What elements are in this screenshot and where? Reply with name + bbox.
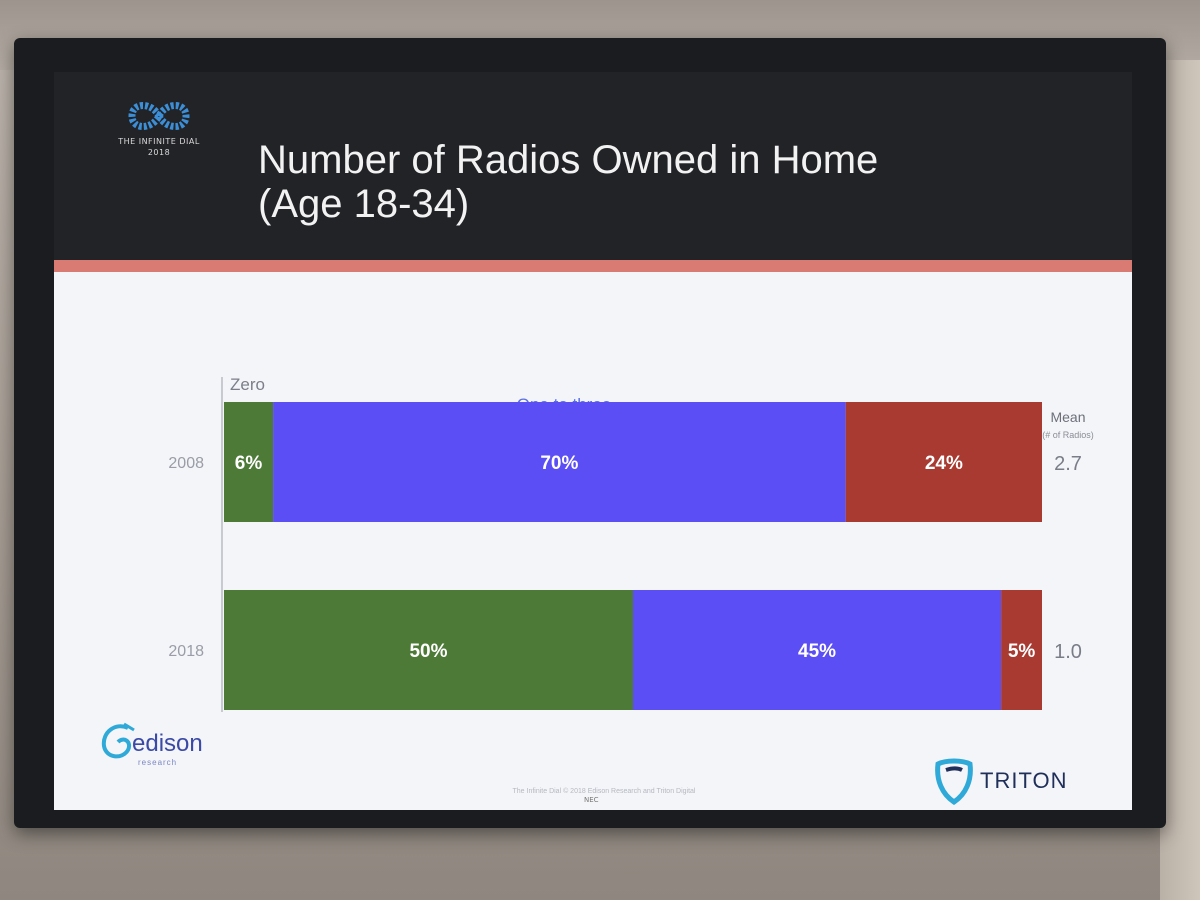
mean-value-2008: 2.7 <box>1054 453 1082 475</box>
bar-2008-2 <box>845 402 1042 522</box>
edison-wordmark: edison <box>132 730 203 757</box>
bar-2018-2 <box>1001 590 1042 710</box>
slide-body: ZeroOne to threeFour or moreMean(# of Ra… <box>54 272 1132 810</box>
bar-2018-0 <box>224 590 633 710</box>
logo-text-line1: THE INFINITE DIAL <box>118 137 200 146</box>
stacked-bar-chart: ZeroOne to threeFour or moreMean(# of Ra… <box>168 375 1094 712</box>
slide-title: Number of Radios Owned in Home (Age 18-3… <box>258 138 1078 226</box>
bar-2008-1 <box>273 402 846 522</box>
triton-logo: TRITON <box>932 756 1066 810</box>
infinite-dial-logo: THE INFINITE DIAL 2018 <box>104 96 214 158</box>
edison-logo: edison research <box>98 720 203 768</box>
title-line1: Number of Radios Owned in Home <box>258 138 879 182</box>
legend-label-0: Zero <box>230 375 265 394</box>
data-label-2018-2: 5% <box>1008 641 1036 662</box>
data-label-2008-0: 6% <box>235 453 263 474</box>
mean-header-sub: (# of Radios) <box>1042 430 1094 440</box>
header-stripe <box>54 260 1132 272</box>
category-label-2008: 2008 <box>168 455 204 472</box>
category-label-2018: 2018 <box>168 643 204 660</box>
data-label-2018-1: 45% <box>798 641 836 662</box>
data-label-2008-1: 70% <box>540 453 578 474</box>
bar-2018-1 <box>633 590 1002 710</box>
mean-value-2018: 1.0 <box>1054 641 1082 663</box>
wall <box>1160 60 1200 900</box>
copyright-text: The Infinite Dial © 2018 Edison Research… <box>512 788 696 795</box>
mean-header: Mean <box>1050 409 1085 425</box>
data-label-2008-2: 24% <box>925 453 963 474</box>
title-line2: (Age 18-34) <box>258 182 470 226</box>
infinity-icon <box>128 102 190 130</box>
monitor-brand: NEC <box>584 796 599 804</box>
triton-wordmark: TRITON <box>980 768 1068 793</box>
logo-text-line2: 2018 <box>147 148 171 157</box>
edison-subtext: research <box>138 758 178 767</box>
slide-header: THE INFINITE DIAL 2018 Number of Radios … <box>54 72 1132 260</box>
logo-text: THE INFINITE DIAL 2018 <box>104 136 214 158</box>
monitor-frame: THE INFINITE DIAL 2018 Number of Radios … <box>14 38 1166 828</box>
data-label-2018-0: 50% <box>409 641 447 662</box>
triton-shield-icon <box>935 758 973 806</box>
edison-swirl-icon <box>101 722 135 759</box>
slide-screen: THE INFINITE DIAL 2018 Number of Radios … <box>54 72 1132 810</box>
bar-2008-0 <box>224 402 274 522</box>
